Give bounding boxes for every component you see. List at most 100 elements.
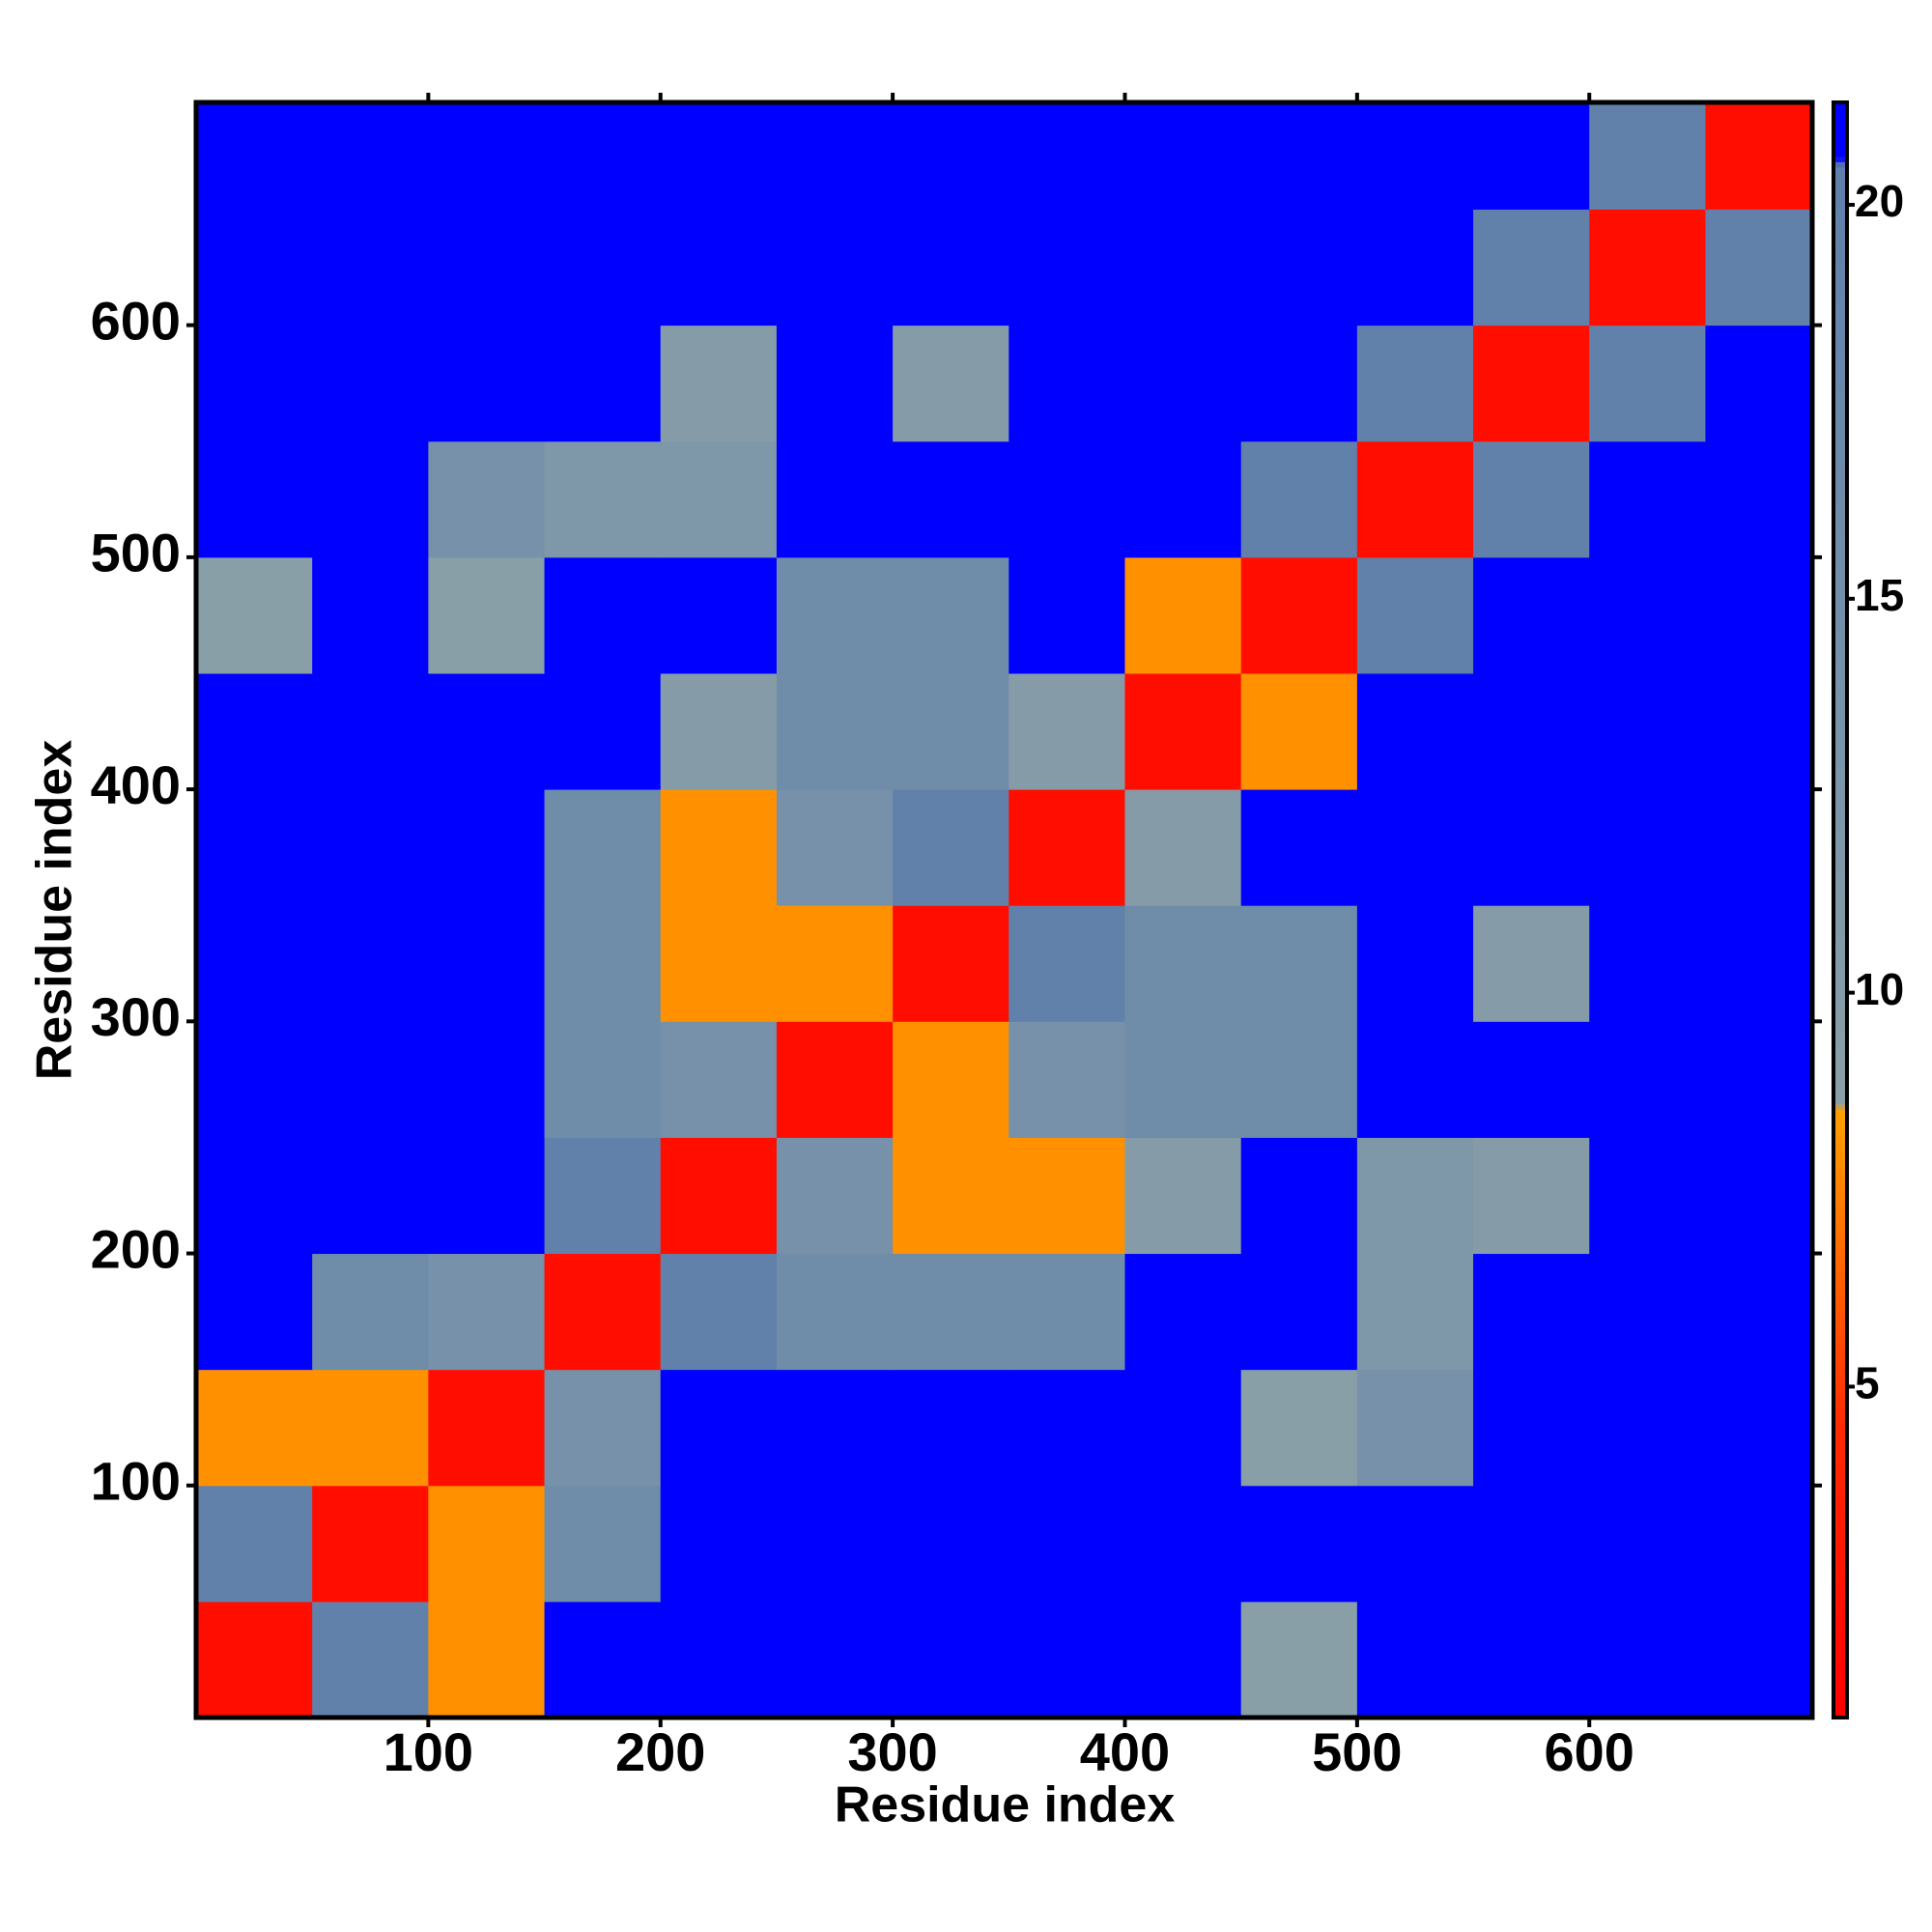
heatmap-cell (196, 905, 313, 1022)
heatmap-cell (1240, 672, 1358, 790)
colorbar-segment (1833, 931, 1847, 938)
heatmap-cell (893, 789, 1009, 906)
colorbar-segment (1833, 898, 1847, 906)
heatmap-cell (1705, 325, 1812, 442)
colorbar-segment (1833, 1432, 1847, 1438)
colorbar-segment (1833, 996, 1847, 1003)
heatmap-cell (660, 556, 778, 674)
colorbar-segment (1833, 468, 1847, 475)
colorbar-segment (1833, 630, 1847, 637)
heatmap-cell (196, 672, 313, 790)
colorbar-segment (1833, 1663, 1847, 1670)
colorbar-segment (1833, 1206, 1847, 1212)
colorbar-segment (1833, 1314, 1847, 1321)
colorbar-segment (1833, 1394, 1847, 1401)
heatmap-cell (196, 1021, 313, 1138)
colorbar-tick-label: 20 (1855, 176, 1904, 226)
heatmap-cell (1356, 1137, 1474, 1255)
colorbar-segment (1833, 1690, 1847, 1697)
colorbar-segment (1833, 963, 1847, 970)
heatmap-cell (428, 102, 546, 211)
colorbar-segment (1833, 608, 1847, 615)
heatmap-cell (312, 672, 429, 790)
heatmap-cell (544, 672, 662, 790)
heatmap-cell (196, 1601, 313, 1718)
colorbar-segment (1833, 948, 1847, 954)
colorbar-segment (1833, 220, 1847, 227)
colorbar-segment (1833, 1281, 1847, 1288)
colorbar-segment (1833, 1324, 1847, 1331)
colorbar-segment (1833, 1017, 1847, 1024)
colorbar-segment (1833, 1038, 1847, 1045)
colorbar-segment (1833, 1609, 1847, 1616)
heatmap-cell (428, 325, 546, 442)
heatmap-cell (1473, 1369, 1590, 1487)
colorbar-segment (1833, 1023, 1847, 1030)
heatmap-cell (544, 1253, 662, 1371)
colorbar-segment (1833, 231, 1847, 238)
heatmap-cell (1009, 1137, 1125, 1255)
heatmap-cell (660, 1485, 778, 1603)
colorbar-segment (1833, 635, 1847, 641)
heatmap-cell (428, 905, 546, 1022)
heatmap-cell (893, 325, 1009, 442)
colorbar-segment (1833, 1287, 1847, 1293)
colorbar-segment (1833, 414, 1847, 421)
colorbar-segment (1833, 915, 1847, 922)
colorbar-segment (1833, 1518, 1847, 1524)
colorbar-segment (1833, 522, 1847, 528)
colorbar-segment (1833, 113, 1847, 120)
heatmap-cell (196, 325, 313, 442)
colorbar-segment (1833, 1400, 1847, 1406)
colorbar-segment (1833, 1507, 1847, 1514)
colorbar-segment (1833, 247, 1847, 254)
colorbar-segment (1833, 1319, 1847, 1325)
colorbar-segment (1833, 151, 1847, 157)
heatmap-cell (1009, 440, 1125, 558)
colorbar-segment (1833, 1130, 1847, 1137)
heatmap-cell (312, 1369, 429, 1487)
colorbar-segment (1833, 770, 1847, 777)
heatmap-cell (1240, 1601, 1358, 1718)
heatmap-cell (428, 556, 546, 674)
colorbar-segment (1833, 473, 1847, 480)
heatmap-cell (1705, 209, 1812, 327)
heatmap-cell (196, 102, 313, 211)
heatmap-cell (312, 905, 429, 1022)
heatmap-cell (312, 1137, 429, 1255)
colorbar-segment (1833, 1647, 1847, 1654)
heatmap-cell (1473, 1137, 1590, 1255)
colorbar-segment (1833, 188, 1847, 195)
colorbar-segment (1833, 764, 1847, 771)
y-tick-label: 200 (91, 1218, 181, 1279)
heatmap-cell (776, 672, 894, 790)
heatmap-cell (1009, 556, 1125, 674)
colorbar-segment (1833, 1641, 1847, 1649)
heatmap-cell (893, 440, 1009, 558)
heatmap-cell (1356, 209, 1474, 327)
colorbar-segment (1833, 1007, 1847, 1013)
heatmap-cell (196, 1485, 313, 1603)
colorbar-segment (1833, 904, 1847, 911)
colorbar-segment (1833, 683, 1847, 691)
colorbar-segment (1833, 818, 1847, 825)
y-tick-label: 500 (91, 523, 181, 583)
colorbar-segment (1833, 921, 1847, 927)
colorbar-segment (1833, 582, 1847, 588)
heatmap-cell (1124, 1021, 1242, 1138)
colorbar-segment (1833, 796, 1847, 804)
colorbar-segment (1833, 1237, 1847, 1245)
colorbar-segment (1833, 479, 1847, 486)
colorbar-segment (1833, 291, 1847, 298)
heatmap-cell (1356, 1253, 1474, 1371)
colorbar-segment (1833, 1151, 1847, 1158)
colorbar-segment (1833, 850, 1847, 857)
heatmap-cell (1124, 905, 1242, 1022)
colorbar-segment (1833, 1415, 1847, 1423)
heatmap-cell (893, 1021, 1009, 1138)
colorbar-segment (1833, 118, 1847, 125)
colorbar-segment (1833, 463, 1847, 469)
colorbar-segment (1833, 1141, 1847, 1148)
colorbar-segment (1833, 1453, 1847, 1461)
colorbar-segment (1833, 1076, 1847, 1083)
